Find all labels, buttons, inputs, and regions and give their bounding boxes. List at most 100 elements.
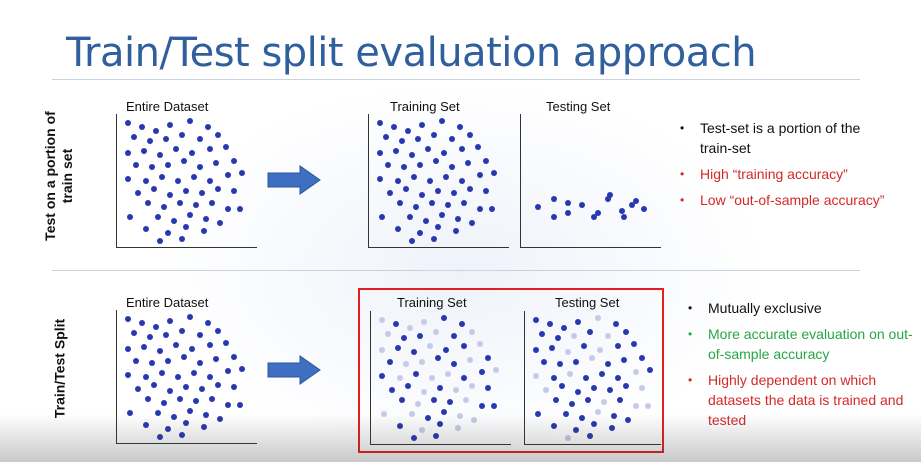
data-point-faded xyxy=(533,373,539,379)
data-point xyxy=(173,342,179,348)
data-point xyxy=(377,120,383,126)
data-point xyxy=(457,124,463,130)
data-point xyxy=(147,334,153,340)
data-point xyxy=(199,386,205,392)
data-point xyxy=(167,388,173,394)
data-point xyxy=(125,316,131,322)
data-point xyxy=(239,170,245,176)
data-point-faded xyxy=(457,413,463,419)
data-point xyxy=(411,174,417,180)
data-point-faded xyxy=(455,425,461,431)
training-set-plot-bottom xyxy=(370,311,511,445)
data-point-faded xyxy=(469,329,475,335)
section-divider xyxy=(52,270,860,271)
bullet-item: • More accurate evaluation on out-of-samp… xyxy=(688,326,913,362)
data-point xyxy=(389,387,395,393)
side-label-bottom: Train/Test Split xyxy=(51,318,68,419)
data-point xyxy=(125,120,131,126)
data-point xyxy=(417,162,423,168)
data-point xyxy=(237,402,243,408)
data-point xyxy=(187,212,193,218)
data-point xyxy=(231,354,237,360)
data-point xyxy=(151,382,157,388)
data-point xyxy=(187,118,193,124)
data-point xyxy=(193,202,199,208)
data-point xyxy=(217,220,223,226)
data-point xyxy=(165,358,171,364)
data-point xyxy=(213,160,219,166)
data-point xyxy=(159,174,165,180)
data-point xyxy=(133,358,139,364)
data-point xyxy=(561,325,567,331)
data-point-faded xyxy=(597,347,603,353)
data-point xyxy=(151,186,157,192)
data-point-faded xyxy=(407,325,413,331)
data-point xyxy=(591,385,597,391)
data-point xyxy=(393,321,399,327)
data-point xyxy=(385,162,391,168)
data-point xyxy=(449,164,455,170)
data-point xyxy=(395,178,401,184)
data-point xyxy=(491,170,497,176)
data-point xyxy=(423,218,429,224)
data-point xyxy=(617,397,623,403)
data-point xyxy=(607,387,613,393)
data-point xyxy=(163,136,169,142)
data-point xyxy=(435,224,441,230)
data-point-faded xyxy=(595,409,601,415)
data-point xyxy=(641,206,647,212)
data-point xyxy=(147,138,153,144)
data-point xyxy=(407,214,413,220)
data-point xyxy=(207,146,213,152)
data-point xyxy=(201,424,207,430)
data-point xyxy=(573,427,579,433)
data-point xyxy=(399,397,405,403)
data-point xyxy=(223,144,229,150)
data-point xyxy=(595,210,601,216)
data-point xyxy=(387,190,393,196)
data-point xyxy=(397,423,403,429)
data-point xyxy=(197,360,203,366)
data-point xyxy=(225,206,231,212)
data-point-faded xyxy=(601,399,607,405)
bullet-text: More accurate evaluation on out-of-sampl… xyxy=(708,326,913,362)
data-point xyxy=(377,150,383,156)
data-point xyxy=(167,318,173,324)
data-point xyxy=(449,136,455,142)
data-point xyxy=(451,333,457,339)
data-point xyxy=(621,214,627,220)
bullets-bottom: • Mutually exclusive • More accurate evalu… xyxy=(684,298,914,436)
data-point xyxy=(207,178,213,184)
data-point xyxy=(157,348,163,354)
data-point xyxy=(159,370,165,376)
data-point xyxy=(225,402,231,408)
data-point-faded xyxy=(477,341,483,347)
bullet-text: Highly dependent on which datasets the d… xyxy=(708,372,904,428)
data-point xyxy=(437,385,443,391)
data-point xyxy=(401,335,407,341)
data-point xyxy=(161,400,167,406)
data-point-faded xyxy=(571,333,577,339)
testing-set-label-top: Testing Set xyxy=(546,99,611,114)
right-arrow-icon xyxy=(267,165,321,195)
data-point-faded xyxy=(543,387,549,393)
data-point xyxy=(187,314,193,320)
data-point-faded xyxy=(589,355,595,361)
data-point xyxy=(189,150,195,156)
data-point xyxy=(181,158,187,164)
data-point xyxy=(179,432,185,438)
data-point xyxy=(207,342,213,348)
data-point xyxy=(585,397,591,403)
data-point xyxy=(183,384,189,390)
bullet-text: Low “out-of-sample accuracy” xyxy=(700,192,885,208)
data-point xyxy=(575,389,581,395)
data-point-faded xyxy=(645,403,651,409)
data-point xyxy=(477,206,483,212)
data-point xyxy=(461,200,467,206)
data-point xyxy=(215,328,221,334)
data-point xyxy=(575,319,581,325)
data-point xyxy=(467,132,473,138)
data-point xyxy=(623,383,629,389)
data-point xyxy=(417,230,423,236)
data-point xyxy=(397,200,403,206)
